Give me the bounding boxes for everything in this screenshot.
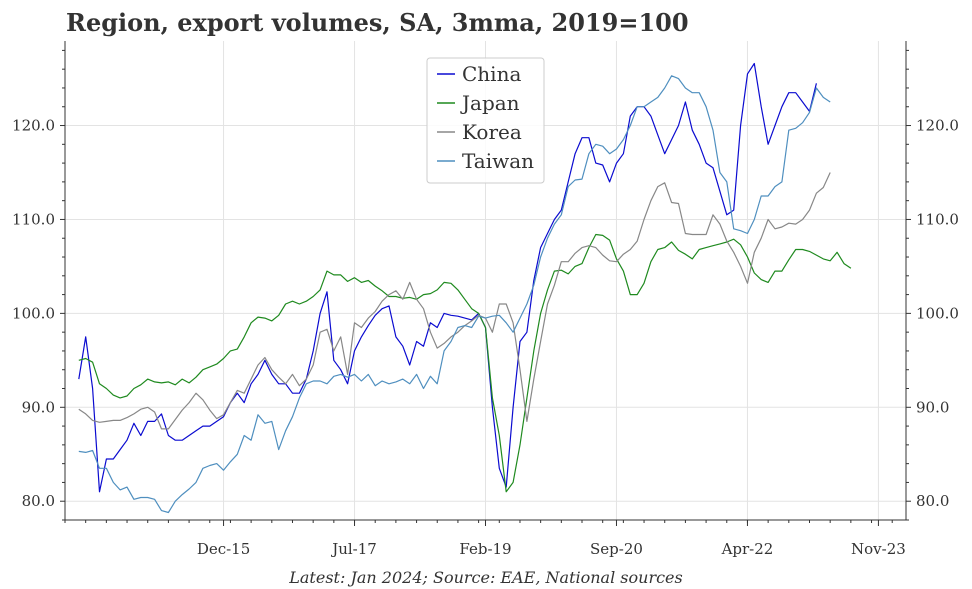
source-note: Latest: Jan 2024; Source: EAE, National … [288,568,682,587]
series-line-japan [78,233,852,493]
legend: China Japan Korea Taiwan [426,57,545,184]
legend-label-china: China [462,62,521,86]
y-tick-label-left: 110.0 [12,210,55,228]
x-tick-label: Nov-23 [851,540,906,558]
x-tick-label: Feb-19 [459,540,511,558]
chart-title: Region, export volumes, SA, 3mma, 2019=1… [66,8,689,37]
legend-label-taiwan: Taiwan [462,149,534,173]
x-tick-label: Dec-15 [197,540,250,558]
y-tick-label-left: 90.0 [22,398,55,416]
legend-label-japan: Japan [460,91,520,115]
y-tick-label-right: 110.0 [916,210,959,228]
series-line-china [78,62,817,493]
y-tick-label-right: 90.0 [916,398,949,416]
x-tick-label: Jul-17 [330,540,377,558]
legend-label-korea: Korea [462,120,522,144]
y-tick-label-left: 120.0 [12,117,55,135]
y-tick-label-left: 100.0 [12,304,55,322]
y-tick-label-right: 100.0 [916,304,959,322]
y-tick-label-right: 120.0 [916,117,959,135]
legend-box [426,57,545,184]
series-line-korea [78,172,831,430]
axes: 80.0 80.0 90.0 90.0 100.0 100.0 110.0 110.0 120.… [12,41,959,558]
series-line-taiwan [78,75,831,514]
y-tick-label-left: 80.0 [22,492,55,510]
x-tick-label: Apr-22 [721,540,774,558]
y-tick-label-right: 80.0 [916,492,949,510]
x-tick-label: Sep-20 [590,540,643,558]
series-lines [78,62,852,514]
